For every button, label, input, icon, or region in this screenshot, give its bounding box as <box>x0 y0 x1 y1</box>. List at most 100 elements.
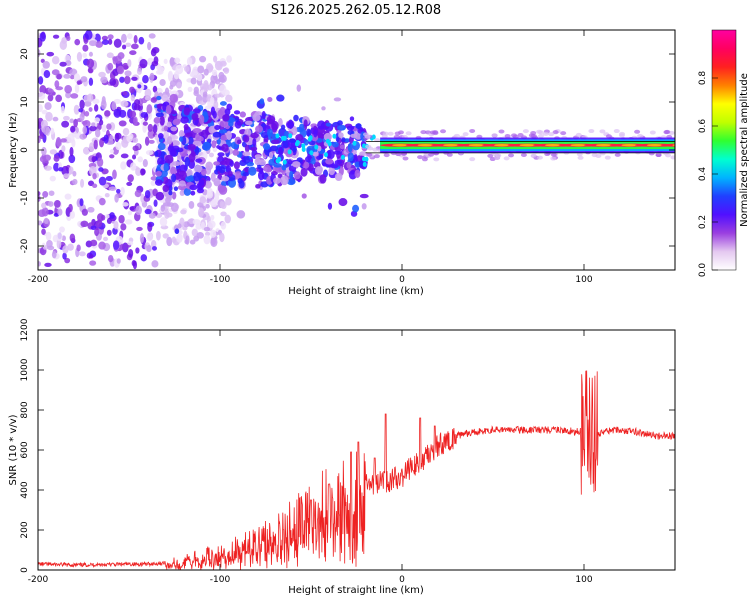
heat-blob <box>70 125 76 133</box>
heat-blob <box>469 157 476 162</box>
heat-blob <box>347 152 354 162</box>
heat-peak <box>621 144 638 147</box>
heat-blob <box>217 152 225 157</box>
heat-blob <box>91 156 97 163</box>
heat-blob <box>98 167 104 172</box>
heat-blob <box>358 160 364 168</box>
heat-blob <box>213 55 218 63</box>
heat-blob <box>577 155 584 160</box>
colorbar: 0.0 0.2 0.4 0.6 0.8 Normalized spectral ampl… <box>698 29 750 277</box>
heat-blob <box>637 133 644 138</box>
heat-blob <box>109 154 115 159</box>
heat-blob <box>149 72 155 81</box>
heat-blob <box>69 210 76 219</box>
heat-blob <box>103 236 109 242</box>
heat-blob <box>203 234 211 245</box>
heat-blob <box>187 136 194 146</box>
heat-blob <box>209 96 215 105</box>
heat-blob <box>200 83 205 91</box>
heat-blob <box>655 152 662 157</box>
heat-blob <box>186 57 193 66</box>
heat-blob <box>107 34 114 40</box>
x-tick-label: -200 <box>28 575 49 585</box>
heat-blob <box>190 77 197 85</box>
heat-blob <box>185 235 190 245</box>
heat-blob <box>176 233 183 243</box>
heat-blob <box>287 149 292 155</box>
heat-blob <box>171 173 177 183</box>
heat-blob <box>421 157 428 162</box>
heat-blob <box>39 31 46 42</box>
heat-blob <box>47 245 55 251</box>
heat-blob <box>115 141 122 151</box>
heat-blob <box>105 176 113 182</box>
heat-blob <box>224 214 231 224</box>
heat-blob <box>129 133 134 140</box>
heat-blob <box>38 220 43 226</box>
heat-blob <box>469 129 476 134</box>
heat-blob <box>101 96 106 105</box>
heat-blob <box>255 183 261 189</box>
heat-blob <box>282 159 287 165</box>
heat-blob <box>125 219 133 225</box>
heat-blob <box>289 170 294 180</box>
heat-blob <box>43 125 50 136</box>
heat-blob <box>487 153 494 158</box>
heat-blob <box>168 190 173 196</box>
heat-blob <box>153 199 158 207</box>
heat-blob <box>79 198 84 207</box>
heat-blob <box>171 140 180 147</box>
heat-blob <box>252 138 257 147</box>
heat-blob <box>150 240 157 249</box>
heat-blob <box>289 138 297 144</box>
heat-blob <box>38 261 41 267</box>
heat-blob <box>159 115 165 126</box>
heat-blob <box>101 124 107 133</box>
heat-blob <box>219 232 225 243</box>
heat-blob <box>200 221 205 231</box>
heat-blob <box>280 135 285 141</box>
heat-blob <box>67 133 75 144</box>
heat-blob <box>148 212 156 219</box>
heat-blob <box>213 177 221 187</box>
heat-blob <box>73 104 80 115</box>
heat-blob <box>234 120 242 129</box>
heat-blob <box>228 120 234 127</box>
heat-blob <box>334 159 343 165</box>
heat-blob <box>127 174 134 183</box>
heat-blob <box>292 161 301 168</box>
heat-blob <box>296 84 302 92</box>
heat-blob <box>328 166 336 176</box>
heat-blob <box>155 230 161 241</box>
heat-blob <box>120 100 129 107</box>
heat-blob <box>121 33 127 44</box>
heat-blob <box>122 65 129 70</box>
heat-blob <box>127 59 132 68</box>
heat-blob <box>82 44 89 52</box>
heat-blob <box>61 235 66 242</box>
heat-blob <box>275 133 280 139</box>
heat-blob <box>220 221 227 230</box>
heat-blob <box>161 94 169 102</box>
heat-blob <box>47 94 54 102</box>
heat-blob <box>88 40 97 47</box>
heat-blob <box>88 142 95 152</box>
heat-blob <box>38 195 41 202</box>
heat-blob <box>109 149 115 154</box>
colorbar-tick-label: 0.8 <box>698 71 708 86</box>
heat-blob <box>341 137 346 143</box>
heat-blob <box>199 196 207 204</box>
heat-blob <box>214 93 222 98</box>
heat-blob <box>214 124 221 131</box>
heat-peak <box>672 144 675 147</box>
heat-blob <box>339 144 345 150</box>
heat-blob <box>204 180 212 189</box>
heat-blob <box>550 152 557 157</box>
heat-blob <box>293 171 301 180</box>
heat-blob <box>129 110 137 118</box>
heat-blob <box>210 200 218 208</box>
heat-blob <box>68 154 76 164</box>
heat-blob <box>433 157 440 162</box>
heat-blob <box>286 121 295 129</box>
heat-blob <box>140 168 146 175</box>
